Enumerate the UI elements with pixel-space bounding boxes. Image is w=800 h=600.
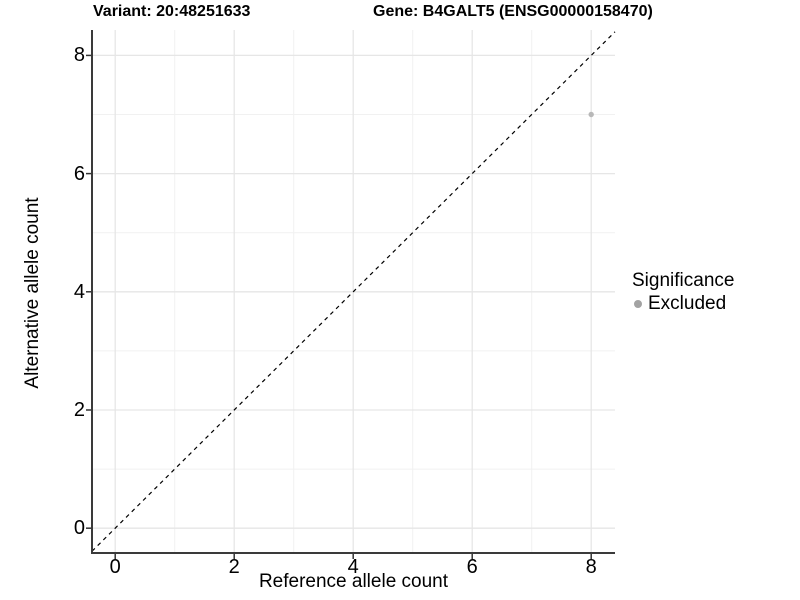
y-tick-label: 8 [73, 44, 85, 67]
data-point [588, 111, 594, 118]
y-tick-label: 6 [73, 162, 85, 185]
legend-key-dot-icon [634, 300, 642, 308]
x-tick-label: 8 [585, 556, 597, 578]
variant-title: Variant: 20:48251633 [93, 3, 251, 20]
x-tick-label: 4 [347, 556, 359, 578]
y-axis-title: Alternative allele count [22, 197, 43, 389]
gene-title: Gene: B4GALT5 (ENSG00000158470) [373, 3, 653, 20]
legend-item-label: Excluded [648, 293, 727, 314]
y-tick-label: 2 [73, 398, 85, 421]
x-tick-label: 6 [466, 556, 478, 578]
x-tick-label: 0 [109, 556, 121, 578]
y-tick-label: 4 [73, 280, 85, 303]
legend: Significance Excluded [632, 270, 797, 315]
y-tick-label: 0 [73, 517, 85, 540]
identity-dashed-line [91, 31, 616, 552]
legend-item-excluded: Excluded [632, 293, 797, 315]
legend-title: Significance [632, 270, 735, 291]
x-tick-label: 2 [228, 556, 240, 578]
x-axis-title: Reference allele count [258, 571, 449, 592]
